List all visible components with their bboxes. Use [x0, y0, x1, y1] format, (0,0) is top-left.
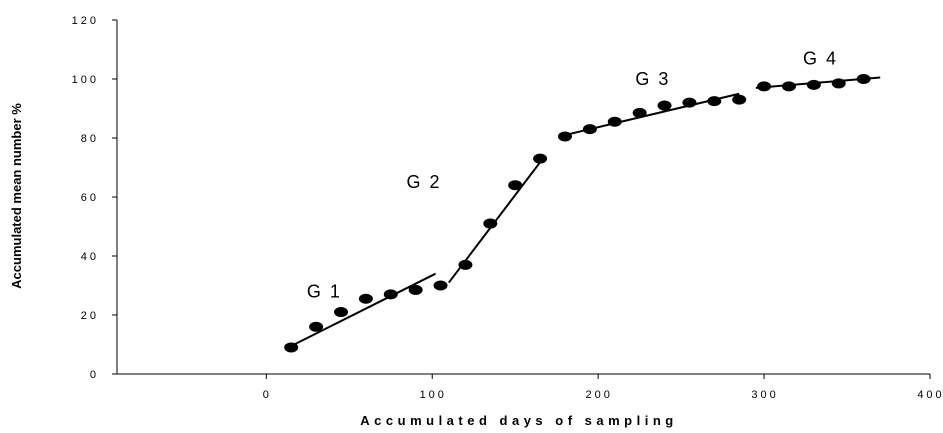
- y-tick-label: 60: [81, 192, 99, 204]
- y-tick-label: 100: [72, 74, 99, 86]
- data-point: [284, 342, 299, 353]
- y-axis-title: Accumulated mean number %: [9, 103, 24, 289]
- group-label: G 3: [635, 69, 670, 89]
- data-point: [433, 280, 448, 291]
- group-label: G 2: [406, 172, 441, 192]
- data-point: [458, 259, 473, 270]
- data-point: [408, 284, 423, 295]
- y-tick-label: 120: [72, 15, 99, 27]
- fit-lines: [290, 76, 881, 347]
- y-tick-label: 0: [90, 369, 99, 381]
- data-point: [682, 97, 697, 108]
- data-point: [707, 96, 722, 107]
- x-axis-title: Accumulated days of sampling: [360, 413, 677, 428]
- y-tick-label: 20: [81, 310, 99, 322]
- y-tick-label: 40: [81, 251, 99, 263]
- group-label: G 1: [307, 281, 342, 301]
- data-point: [632, 107, 647, 118]
- data-point: [607, 116, 622, 127]
- data-point: [781, 81, 796, 92]
- group-labels: G 1 G 2 G 3 G 4: [307, 48, 838, 301]
- x-tick-label: 0: [263, 389, 272, 401]
- data-point: [831, 78, 846, 89]
- x-axis: 0 100 200 300 400: [117, 373, 943, 401]
- fit-line: [290, 272, 437, 347]
- data-point: [657, 100, 672, 111]
- data-point: [333, 307, 348, 318]
- data-point: [856, 74, 871, 84]
- data-point: [309, 321, 324, 332]
- data-point: [508, 180, 523, 191]
- x-tick-label: 300: [751, 389, 778, 401]
- data-point: [732, 94, 747, 105]
- group-label: G 4: [803, 48, 838, 68]
- y-axis: 0 20 40 60 80 100 120: [72, 15, 118, 381]
- y-tick-label: 80: [81, 133, 99, 145]
- x-tick-label: 400: [917, 389, 943, 401]
- x-tick-label: 200: [585, 389, 612, 401]
- data-point: [582, 124, 597, 135]
- data-point: [557, 131, 572, 142]
- data-point: [533, 153, 548, 164]
- data-point: [358, 293, 373, 304]
- data-points: [284, 74, 871, 353]
- data-point: [383, 289, 398, 300]
- data-point: [806, 79, 821, 90]
- x-tick-label: 100: [420, 389, 447, 401]
- data-point: [757, 81, 772, 92]
- data-point: [483, 218, 498, 229]
